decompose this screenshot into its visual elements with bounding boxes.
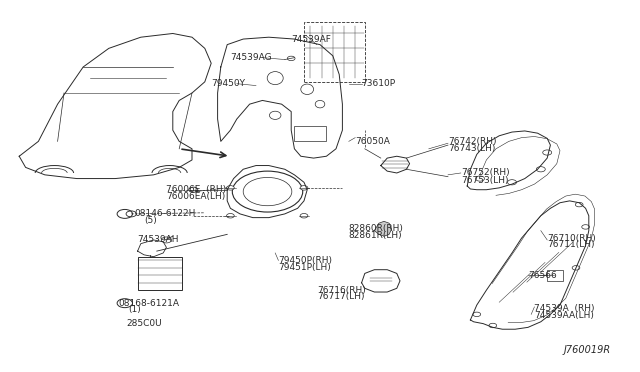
Bar bbox=[294, 126, 326, 141]
Text: 79450P(RH): 79450P(RH) bbox=[278, 256, 332, 265]
Text: 76753(LH): 76753(LH) bbox=[461, 176, 508, 185]
Text: 76717(LH): 76717(LH) bbox=[317, 292, 364, 301]
Text: 76742(RH): 76742(RH) bbox=[448, 137, 497, 146]
Circle shape bbox=[189, 187, 198, 192]
Polygon shape bbox=[374, 221, 392, 236]
Text: 74539A  (RH): 74539A (RH) bbox=[534, 304, 595, 313]
Text: (1): (1) bbox=[128, 305, 141, 314]
Bar bbox=[547, 270, 563, 281]
Bar bbox=[304, 22, 365, 82]
Text: 08168-6121A: 08168-6121A bbox=[118, 299, 179, 308]
Text: 76710(RH): 76710(RH) bbox=[547, 234, 596, 243]
Text: (5): (5) bbox=[144, 216, 157, 225]
Text: 76006E  (RH): 76006E (RH) bbox=[166, 185, 227, 194]
Text: 82861R(LH): 82861R(LH) bbox=[349, 231, 403, 240]
Text: 76050A: 76050A bbox=[355, 137, 390, 146]
Text: 79450Y: 79450Y bbox=[211, 79, 245, 88]
Text: 76743(LH): 76743(LH) bbox=[448, 144, 495, 153]
Text: 79451P(LH): 79451P(LH) bbox=[278, 263, 331, 272]
Text: 76711(LH): 76711(LH) bbox=[547, 240, 595, 249]
Text: 285C0U: 285C0U bbox=[126, 319, 162, 328]
Text: 73610P: 73610P bbox=[362, 79, 396, 88]
Text: 74539AH: 74539AH bbox=[138, 235, 179, 244]
Circle shape bbox=[300, 186, 308, 190]
Text: 74539AA(LH): 74539AA(LH) bbox=[534, 311, 595, 320]
Text: 76006EA(LH): 76006EA(LH) bbox=[166, 192, 226, 201]
Circle shape bbox=[300, 214, 308, 218]
Circle shape bbox=[227, 186, 234, 190]
Circle shape bbox=[161, 237, 172, 243]
Text: 76752(RH): 76752(RH) bbox=[461, 169, 509, 177]
Text: 74539AG: 74539AG bbox=[230, 53, 272, 62]
Text: 76716(RH): 76716(RH) bbox=[317, 286, 365, 295]
Circle shape bbox=[126, 211, 136, 217]
Bar bbox=[138, 257, 182, 290]
Text: J760019R: J760019R bbox=[563, 345, 611, 355]
Text: 08146-6122H: 08146-6122H bbox=[134, 209, 196, 218]
Text: 76566: 76566 bbox=[528, 271, 557, 280]
Text: 82860R(RH): 82860R(RH) bbox=[349, 224, 404, 233]
Circle shape bbox=[227, 214, 234, 218]
Text: 74539AF: 74539AF bbox=[291, 35, 331, 44]
